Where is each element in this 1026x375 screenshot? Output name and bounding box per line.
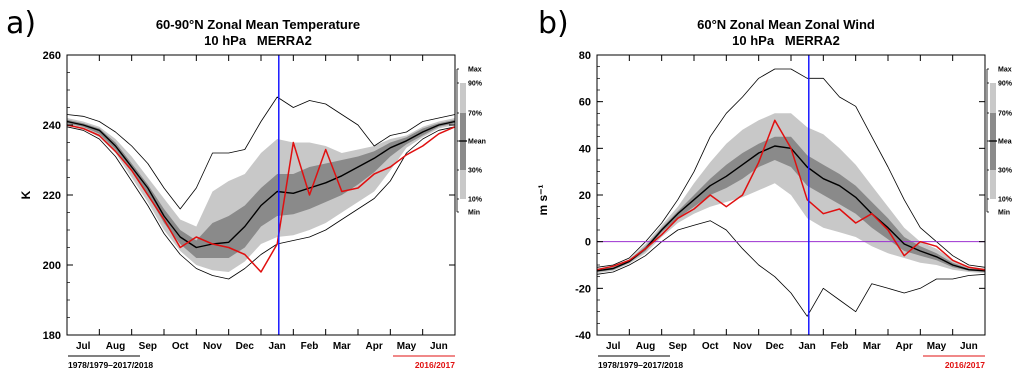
legend-label-a: 70% (468, 111, 483, 118)
legend-label-b: 90% (998, 81, 1013, 88)
plot-area-a (66, 55, 456, 335)
axes-a: 180 200 220 240 260 Jul Aug Sep Oct Nov Dec Jan Feb M… (43, 50, 456, 352)
series-mean-a (66, 120, 456, 249)
chart-subtitle-a: 10 hPa MERRA2 (204, 33, 312, 48)
legend-label-b: Mea (998, 139, 1012, 146)
x-tick-label-a: Jun (430, 341, 448, 352)
x-tick-label-a: Jan (269, 341, 286, 352)
highlight-period-b: 2016/2017 (945, 360, 985, 370)
y-tick-label-b: 20 (579, 190, 591, 202)
y-tick-label-a: 240 (43, 120, 61, 132)
x-tick-label-a: Jul (76, 341, 91, 352)
chart-subtitle-b: 10 hPa MERRA2 (732, 33, 840, 48)
x-tick-label-b: Mar (863, 341, 881, 352)
y-tick-label-a: 180 (43, 330, 61, 342)
band-30-70-percentile-b (597, 136, 985, 272)
chart-title-a: 60-90°N Zonal Mean Temperature (156, 17, 360, 32)
chart-title-b: 60°N Zonal Mean Zonal Wind (697, 17, 875, 32)
series-highlight-year-b (596, 119, 986, 271)
y-tick-label-b: 80 (579, 50, 591, 62)
y-axis-label-a: K (19, 190, 33, 199)
climatology-period-b: 1978/1979–2017/2018 (598, 360, 683, 370)
y-tick-label-b: 0 (585, 237, 591, 249)
legend-a: Max 90% 70% Mean 30% 10% Min (456, 67, 486, 217)
series-min-a (66, 126, 456, 280)
plot-area-b (596, 55, 986, 335)
legend-label-b: Max (998, 67, 1012, 74)
series-max-a (66, 96, 456, 210)
x-tick-label-a: Oct (172, 341, 189, 352)
y-tick-label-b: -40 (575, 330, 591, 342)
legend-label-b: 10% (998, 197, 1013, 204)
y-tick-label-b: 60 (579, 97, 591, 109)
panel-zonal-wind: b) 60°N Zonal Mean Zonal Wind 10 hPa MER… (536, 6, 1013, 370)
legend-label-a: Mean (468, 139, 486, 146)
legend-label-a: 30% (468, 168, 483, 175)
x-tick-label-b: May (927, 341, 947, 352)
legend-b: Max 90% 70% Mea 30% 10% Min (986, 67, 1013, 217)
x-tick-label-a: Nov (203, 341, 222, 352)
band-30-70-percentile-a (67, 119, 455, 258)
x-tick-label-a: Dec (236, 341, 255, 352)
x-tick-label-b: Apr (896, 341, 913, 352)
legend-label-b: Min (998, 210, 1010, 217)
legend-label-b: 30% (998, 168, 1013, 175)
panel-label-a: a) (6, 6, 36, 41)
x-tick-label-b: Feb (831, 341, 849, 352)
climatology-period-a: 1978/1979–2017/2018 (68, 360, 153, 370)
highlight-period-a: 2016/2017 (415, 360, 455, 370)
x-tick-label-a: Mar (333, 341, 351, 352)
series-max-b (596, 68, 986, 268)
x-tick-label-b: Jan (799, 341, 816, 352)
x-tick-label-b: Dec (766, 341, 785, 352)
x-tick-label-b: Nov (733, 341, 752, 352)
y-tick-label-a: 260 (43, 50, 61, 62)
legend-label-a: 10% (468, 197, 483, 204)
legend-label-a: Max (468, 67, 482, 74)
panel-label-b: b) (538, 6, 569, 41)
y-axis-label-b: m s⁻¹ (536, 184, 550, 215)
series-highlight-year-a (66, 124, 456, 273)
axes-b: -40 -20 0 20 40 60 80 Jul Aug Sep Oct Nov Dec Jan Feb M… (575, 50, 986, 352)
x-tick-label-b: Jun (960, 341, 978, 352)
x-tick-label-a: Feb (301, 341, 319, 352)
legend-label-a: Min (468, 210, 480, 217)
x-tick-label-b: Jul (606, 341, 621, 352)
legend-label-a: 90% (468, 81, 483, 88)
legend-label-b: 70% (998, 111, 1013, 118)
x-tick-label-a: Apr (366, 341, 383, 352)
x-tick-label-a: Sep (139, 341, 157, 352)
x-tick-label-b: Sep (669, 341, 687, 352)
panel-temperature: a) 60-90°N Zonal Mean Temperature 10 hPa… (6, 6, 486, 370)
x-tick-label-b: Aug (636, 341, 655, 352)
y-tick-label-b: -20 (575, 283, 591, 295)
y-tick-label-b: 40 (579, 143, 591, 155)
y-tick-label-a: 220 (43, 190, 61, 202)
x-tick-label-a: Aug (106, 341, 125, 352)
x-tick-label-b: Oct (702, 341, 719, 352)
y-tick-label-a: 200 (43, 260, 61, 272)
x-tick-label-a: May (397, 341, 417, 352)
